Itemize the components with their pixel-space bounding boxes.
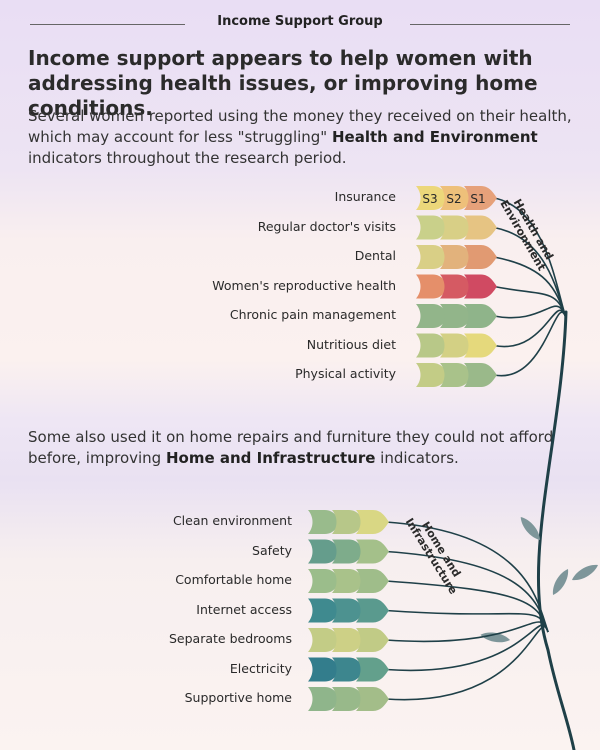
- home-leaf-s1: [356, 510, 389, 534]
- health-indicator-label: Insurance: [334, 189, 396, 204]
- branches: [385, 197, 598, 750]
- home-leaf-s3: [308, 569, 341, 593]
- health-indicator-label: Women's reproductive health: [212, 277, 396, 293]
- health-leaf-s3: [416, 274, 449, 299]
- home-branch: [385, 621, 549, 643]
- health-leaf-s1: [464, 363, 497, 387]
- health-leaf-s1: [464, 186, 497, 210]
- health-branch: [493, 305, 567, 319]
- main-stem: [536, 310, 576, 750]
- home-indicator-label: Supportive home: [184, 690, 292, 705]
- health-leaf-s3: [416, 363, 449, 387]
- health-leaf-s3: [416, 333, 449, 358]
- health-leaf-s2: [440, 245, 473, 269]
- health-indicator-label: Chronic pain management: [229, 307, 396, 322]
- home-indicator-label: Clean environment: [172, 513, 292, 528]
- home-leaf-s1: [356, 598, 389, 623]
- health-indicator-label: Nutritious diet: [306, 336, 396, 352]
- health-leaf-s2: [440, 304, 473, 328]
- home-leaf-s3: [308, 598, 341, 623]
- stem-leaf-icon: [552, 569, 569, 595]
- home-indicator-label: Internet access: [196, 601, 292, 617]
- health-leaf-s3: [416, 245, 449, 269]
- health-indicator-label: Physical activity: [295, 366, 396, 381]
- home-branch: [385, 580, 549, 633]
- home-leaf-s1: [356, 539, 389, 564]
- home-branch: [385, 625, 549, 701]
- health-leaf-s2: [440, 333, 473, 358]
- health-leaf-s1: [464, 304, 497, 328]
- health-indicator-label: Regular doctor's visits: [257, 218, 396, 234]
- health-leaf-s3: [416, 215, 449, 240]
- home-leaf-s3: [308, 657, 341, 682]
- health-leaf-s2: [440, 363, 473, 387]
- header-title: Income Support Group: [217, 14, 383, 29]
- home-leaf-s1: [356, 628, 389, 652]
- home-indicator-label: Electricity: [229, 660, 292, 676]
- health-branch: [493, 311, 567, 377]
- stem-leaf-icon: [520, 517, 540, 540]
- health-leaf-s3: [416, 186, 449, 210]
- intro-bold: Health and Environment: [331, 128, 538, 146]
- home-branch: [385, 624, 549, 672]
- home-leaf-s3: [308, 628, 341, 652]
- home-leaf-s1: [356, 687, 389, 711]
- home-leaf-s3: [308, 539, 341, 564]
- health-leaf-s3: [416, 304, 449, 328]
- home-branch: [385, 550, 549, 633]
- health-indicator-label: Dental: [354, 248, 396, 263]
- survey-label-s2: S2: [446, 192, 461, 206]
- header-rule-left: [30, 24, 185, 25]
- leaves: [308, 186, 497, 711]
- home-leaf-s1: [356, 569, 389, 593]
- health-leaf-s1: [464, 274, 497, 299]
- home-branch: [385, 521, 549, 633]
- home-leaf-s2: [332, 598, 365, 623]
- home-branch: [385, 609, 549, 633]
- health-leaf-s2: [440, 215, 473, 240]
- intro-text-2: indicators throughout the research perio…: [28, 149, 347, 167]
- home-leaf-s1: [356, 657, 389, 682]
- health-leaf-s2: [440, 274, 473, 299]
- headline: Income support appears to help women wit…: [28, 46, 538, 120]
- home-leaf-s3: [308, 687, 341, 711]
- second-bold: Home and Infrastructure: [165, 449, 376, 467]
- home-leaf-s2: [332, 657, 365, 682]
- health-leaf-s1: [464, 245, 497, 269]
- second-text-2: indicators.: [375, 449, 459, 467]
- home-indicator-label: Separate bedrooms: [169, 631, 292, 646]
- home-indicator-label: Comfortable home: [175, 572, 292, 587]
- home-leaf-s3: [308, 510, 341, 534]
- home-leaf-s2: [332, 510, 365, 534]
- intro-text-1: Several women reported using the money t…: [28, 107, 572, 146]
- health-leaf-s1: [464, 215, 497, 240]
- survey-label-s1: S1: [470, 192, 485, 206]
- second-text-1: Some also used it on home repairs and fu…: [28, 428, 554, 467]
- home-leaf-s2: [332, 687, 365, 711]
- health-leaf-s2: [440, 186, 473, 210]
- health-leaf-s1: [464, 333, 497, 358]
- stem-leaf-icon: [572, 564, 598, 581]
- home-leaf-s2: [332, 539, 365, 564]
- home-leaf-s2: [332, 569, 365, 593]
- second-paragraph: Some also used it on home repairs and fu…: [28, 427, 588, 469]
- intro-paragraph: Several women reported using the money t…: [28, 106, 588, 169]
- stem-leaf-icon: [480, 632, 510, 643]
- home-leaf-s2: [332, 628, 365, 652]
- home-indicator-label: Safety: [252, 542, 292, 558]
- survey-label-s3: S3: [422, 192, 437, 206]
- header-rule-right: [410, 24, 570, 25]
